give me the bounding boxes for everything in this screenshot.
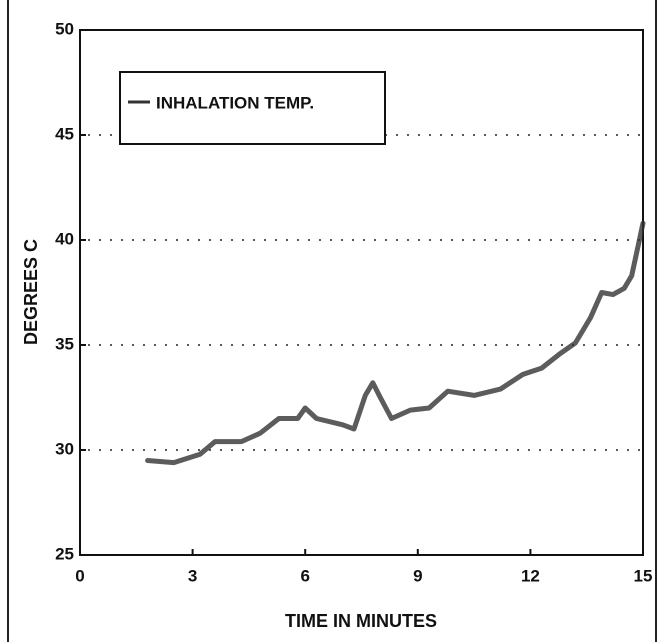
x-tick-label: 3 bbox=[188, 566, 197, 585]
y-tick-label: 40 bbox=[55, 229, 74, 248]
data-line bbox=[145, 220, 646, 466]
y-tick-label: 45 bbox=[55, 124, 74, 143]
y-tick-label: 30 bbox=[55, 439, 74, 458]
x-tick-label: 12 bbox=[521, 566, 540, 585]
y-tick-label: 25 bbox=[55, 544, 74, 563]
y-axis-title: DEGREES C bbox=[21, 239, 41, 345]
y-tick-label: 35 bbox=[55, 334, 74, 353]
x-tick-label: 9 bbox=[413, 566, 422, 585]
y-tick-label: 50 bbox=[55, 19, 74, 38]
plot-area bbox=[79, 29, 644, 556]
x-tick-label: 15 bbox=[634, 566, 653, 585]
x-axis-title: TIME IN MINUTES bbox=[285, 611, 437, 631]
x-tick-label: 0 bbox=[75, 566, 84, 585]
legend-box bbox=[119, 71, 386, 145]
legend-label: INHALATION TEMP. bbox=[156, 93, 314, 112]
x-tick-label: 6 bbox=[300, 566, 309, 585]
